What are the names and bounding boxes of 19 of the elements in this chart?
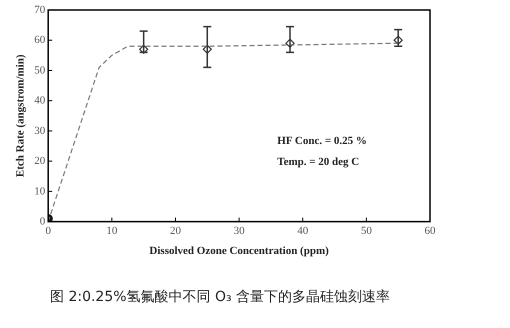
y-tick-label: 70 — [34, 4, 46, 16]
y-tick-label: 10 — [34, 185, 46, 198]
x-tick-label: 50 — [360, 225, 372, 238]
x-tick-label: 10 — [106, 225, 118, 238]
x-tick-label: 20 — [170, 225, 182, 238]
y-axis-title: Etch Rate (angstrom/min) — [14, 54, 26, 178]
x-tick-label: 40 — [297, 225, 309, 238]
y-tick-label: 40 — [34, 94, 46, 107]
y-tick-label: 50 — [34, 64, 46, 76]
x-tick-label: 30 — [234, 225, 246, 238]
x-axis-title: Dissolved Ozone Concentration (ppm) — [149, 245, 330, 258]
annotation: Temp. = 20 deg C — [277, 156, 360, 168]
x-tick-label: 60 — [424, 225, 436, 238]
y-tick-label: 60 — [34, 34, 46, 46]
caption: 图 2:0.25%氢氟酸中不同 O₃ 含量下的多晶硅蚀刻速率 — [50, 288, 390, 306]
y-tick-label: 30 — [34, 124, 46, 137]
y-tick-label: 20 — [34, 155, 46, 168]
y-tick-label: 0 — [40, 215, 46, 228]
annotation: HF Conc. = 0.25 % — [277, 135, 367, 148]
